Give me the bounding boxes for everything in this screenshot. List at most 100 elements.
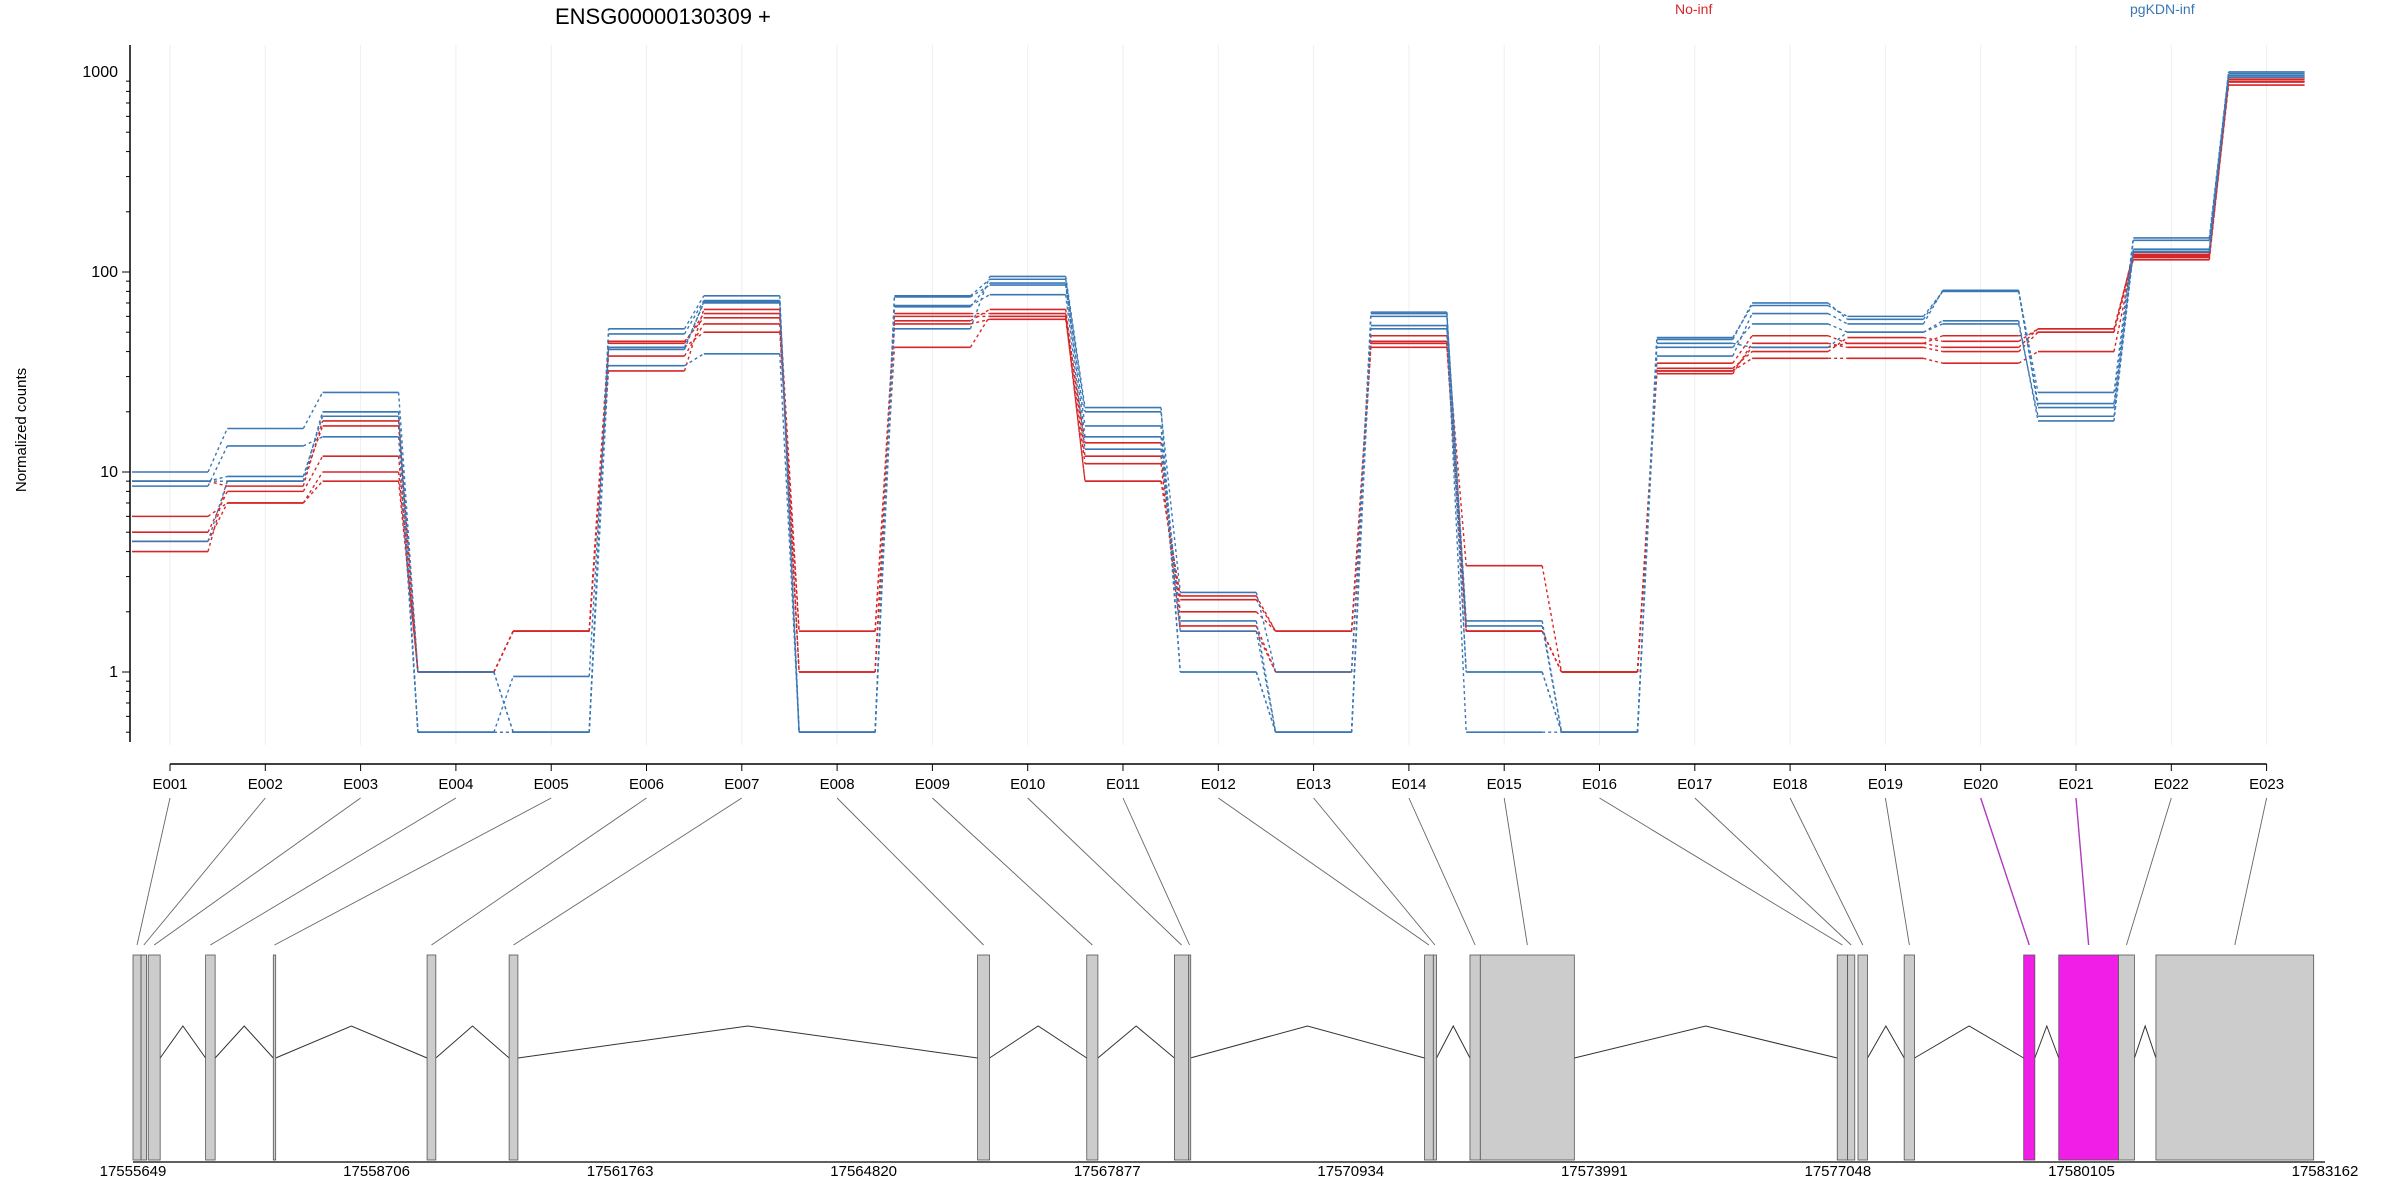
connector-e011 bbox=[1122, 797, 1190, 946]
series-connector bbox=[2113, 251, 2134, 417]
series-connector bbox=[207, 502, 228, 517]
y-axis-label: Normalized counts bbox=[13, 368, 30, 492]
series-connector bbox=[2208, 75, 2230, 250]
series-connector bbox=[2018, 290, 2039, 408]
series-connector bbox=[588, 349, 610, 677]
series-connector bbox=[1922, 290, 1944, 317]
series-connector bbox=[493, 630, 514, 673]
series-connector bbox=[2018, 350, 2039, 364]
series-connector bbox=[397, 392, 419, 673]
series-connector bbox=[1827, 302, 1848, 320]
intron-line bbox=[1190, 1025, 1425, 1059]
connector-e014 bbox=[1408, 797, 1476, 946]
legend-pgkdn-inf: pgKDN-inf bbox=[2130, 1, 2195, 17]
exon-box-e010 bbox=[1173, 954, 1190, 1161]
x-tick-label-e015: E015 bbox=[1487, 776, 1522, 793]
intron-line bbox=[1914, 1025, 2024, 1059]
exon-box-e016 bbox=[1836, 954, 1849, 1161]
gene-model: 17555649 17558706 17561763 17564820 17567877… bbox=[100, 954, 2358, 1180]
series-connector bbox=[1160, 436, 1181, 622]
connector-e005 bbox=[274, 797, 552, 946]
x-tick-label-e023: E023 bbox=[2249, 776, 2284, 793]
series-connector bbox=[874, 296, 896, 733]
series-connector bbox=[1541, 620, 1563, 733]
intron-line bbox=[2034, 1024, 2060, 1059]
series-connector bbox=[1541, 671, 1563, 733]
connector-e010 bbox=[1027, 797, 1182, 946]
connector-e020 bbox=[1980, 797, 2030, 946]
x-tick-label-e013: E013 bbox=[1296, 776, 1331, 793]
series-connector bbox=[1732, 346, 1753, 372]
series-connector bbox=[1732, 323, 1753, 348]
series-connector bbox=[1923, 346, 1943, 353]
genome-coordinate-label: 17561763 bbox=[587, 1163, 654, 1180]
intron-line bbox=[989, 1025, 1088, 1059]
exon-box-e021 bbox=[2058, 954, 2119, 1161]
series-connector bbox=[1255, 592, 1277, 673]
series-connector bbox=[207, 502, 228, 542]
exon-box-e009 bbox=[1086, 954, 1099, 1161]
series-connector bbox=[493, 676, 514, 733]
series-connector bbox=[207, 480, 228, 552]
connector-e015 bbox=[1503, 797, 1528, 946]
connector-e008 bbox=[836, 797, 984, 946]
series-connector bbox=[1255, 671, 1277, 733]
series-connector bbox=[1255, 620, 1277, 733]
series-connector bbox=[1160, 449, 1181, 632]
series-connector bbox=[1827, 323, 1848, 333]
series-connector bbox=[1827, 312, 1848, 325]
exon-box-e007 bbox=[508, 954, 519, 1161]
x-tick-label-e014: E014 bbox=[1391, 776, 1426, 793]
x-tick-label-e018: E018 bbox=[1773, 776, 1808, 793]
series-connector bbox=[683, 317, 705, 342]
series-connector bbox=[207, 445, 228, 487]
exon-box-e005 bbox=[272, 954, 277, 1161]
axes: 1 10 100 1000 E001 E002 E003 E004 E005 E006 E007 E0… bbox=[82, 45, 2284, 793]
intron-line bbox=[1097, 1025, 1175, 1059]
x-tick-label-e002: E002 bbox=[248, 776, 283, 793]
connector-e022 bbox=[2126, 797, 2172, 946]
genome-coordinate-label: 17580105 bbox=[2048, 1163, 2115, 1180]
series-connector bbox=[1160, 411, 1181, 593]
series-connector bbox=[302, 420, 324, 487]
series-connector bbox=[2113, 255, 2134, 329]
exon-connectors bbox=[136, 797, 2268, 946]
series-connector bbox=[1923, 323, 1943, 333]
series-connector bbox=[683, 300, 705, 335]
exon-box-e001 bbox=[132, 954, 142, 1161]
genome-coordinate-label: 17570934 bbox=[1317, 1163, 1384, 1180]
series-connector bbox=[397, 481, 419, 673]
series-connector bbox=[207, 428, 228, 473]
exon-box-e017 bbox=[1847, 954, 1856, 1161]
x-tick-label-e008: E008 bbox=[820, 776, 855, 793]
exon-box-e022 bbox=[2118, 954, 2135, 1161]
series-connector bbox=[1923, 335, 1943, 344]
x-tick-label-e003: E003 bbox=[343, 776, 378, 793]
genome-coordinate-label: 17577048 bbox=[1805, 1163, 1872, 1180]
series-connector bbox=[2208, 71, 2230, 253]
x-tick-label-e017: E017 bbox=[1677, 776, 1712, 793]
series-connector bbox=[2018, 320, 2039, 422]
series-connector bbox=[1636, 339, 1658, 733]
series-connector bbox=[207, 480, 228, 487]
intron-line bbox=[435, 1025, 510, 1059]
series-connector bbox=[1636, 337, 1658, 733]
series-connector bbox=[1732, 342, 1753, 375]
exon-box-e008 bbox=[977, 954, 990, 1161]
connector-e001 bbox=[136, 797, 171, 946]
series-connector bbox=[1636, 343, 1658, 733]
series-10 bbox=[132, 71, 2305, 734]
exon-box-e015 bbox=[1479, 954, 1575, 1161]
intron-line bbox=[1436, 1024, 1471, 1059]
exon-box-e013 bbox=[1432, 954, 1437, 1161]
series-connector bbox=[683, 295, 705, 330]
series-connector bbox=[493, 671, 514, 733]
series-connector bbox=[1923, 336, 1943, 343]
exon-box-e023 bbox=[2155, 954, 2315, 1161]
legend-no-inf: No-inf bbox=[1675, 1, 1712, 17]
exon-box-e018 bbox=[1857, 954, 1868, 1161]
connector-e021 bbox=[2075, 797, 2090, 946]
series-connector bbox=[1446, 325, 1467, 733]
x-tick-label-e016: E016 bbox=[1582, 776, 1617, 793]
exon-box-e019 bbox=[1903, 954, 1915, 1161]
